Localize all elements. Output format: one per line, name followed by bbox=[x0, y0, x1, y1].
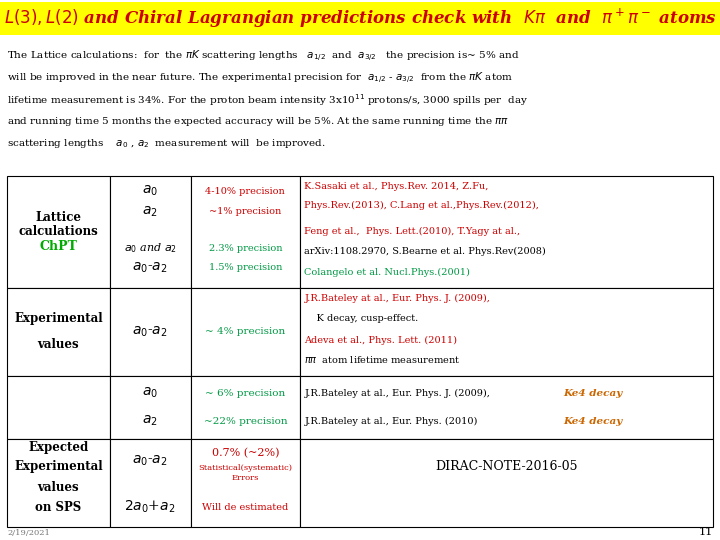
Text: $a_0$-$a_2$: $a_0$-$a_2$ bbox=[132, 454, 168, 468]
Text: values: values bbox=[37, 481, 79, 494]
Text: Expected: Expected bbox=[28, 441, 89, 454]
Text: $a_0$-$a_2$: $a_0$-$a_2$ bbox=[132, 260, 168, 275]
Text: on SPS: on SPS bbox=[35, 501, 81, 514]
Text: K.Sasaki et al., Phys.Rev. 2014, Z.Fu,: K.Sasaki et al., Phys.Rev. 2014, Z.Fu, bbox=[305, 182, 489, 191]
Bar bbox=[109, 176, 191, 288]
Text: DIRAC-NOTE-2016-05: DIRAC-NOTE-2016-05 bbox=[435, 460, 577, 474]
Bar bbox=[109, 288, 191, 376]
Text: Feng et al.,  Phys. Lett.(2010), T.Yagy at al.,: Feng et al., Phys. Lett.(2010), T.Yagy a… bbox=[305, 227, 521, 236]
Text: Lattice: Lattice bbox=[35, 211, 81, 224]
Bar bbox=[191, 376, 300, 438]
Bar bbox=[191, 176, 300, 288]
Text: 0.7% (~2%): 0.7% (~2%) bbox=[212, 448, 279, 458]
Text: K decay, cusp-effect.: K decay, cusp-effect. bbox=[305, 314, 418, 323]
Text: Will de estimated: Will de estimated bbox=[202, 503, 289, 512]
Text: ~22% precision: ~22% precision bbox=[204, 416, 287, 426]
Text: The Lattice calculations:  for  the $\pi K$ scattering lengths   $a_{1/2}$  and : The Lattice calculations: for the $\pi K… bbox=[7, 49, 520, 64]
Text: Experimental: Experimental bbox=[14, 312, 103, 325]
Text: calculations: calculations bbox=[19, 225, 98, 238]
Text: 4-10% precision: 4-10% precision bbox=[205, 187, 285, 195]
Text: lifetime measurement is 34%. For the proton beam intensity 3x10$^{11}$ protons/s: lifetime measurement is 34%. For the pro… bbox=[7, 92, 528, 108]
Text: 11: 11 bbox=[698, 527, 713, 537]
Bar bbox=[109, 376, 191, 438]
Bar bbox=[0, 2, 720, 35]
Bar bbox=[7, 376, 109, 438]
Bar bbox=[191, 438, 300, 526]
Text: $\pi\pi$  atom lifetime measurement: $\pi\pi$ atom lifetime measurement bbox=[305, 354, 461, 365]
Text: $a_2$: $a_2$ bbox=[143, 204, 158, 219]
Text: Ke4 decay: Ke4 decay bbox=[563, 389, 622, 398]
Text: J.R.Bateley at al., Eur. Phys. J. (2009),: J.R.Bateley at al., Eur. Phys. J. (2009)… bbox=[305, 294, 490, 303]
Bar bbox=[7, 176, 109, 288]
Text: ~ 4% precision: ~ 4% precision bbox=[205, 327, 285, 336]
Bar bbox=[191, 288, 300, 376]
Text: $\it{L(3),L(2)}$ and Chiral Lagrangian predictions check with  $K\pi$  and  $\pi: $\it{L(3),L(2)}$ and Chiral Lagrangian p… bbox=[4, 6, 716, 30]
Text: $a_0$-$a_2$: $a_0$-$a_2$ bbox=[132, 325, 168, 339]
Text: Ke4 decay: Ke4 decay bbox=[563, 416, 622, 426]
Bar bbox=[300, 376, 713, 438]
Text: $a_0$ and $a_2$: $a_0$ and $a_2$ bbox=[124, 241, 176, 255]
Text: 2.3% precision: 2.3% precision bbox=[209, 244, 282, 253]
Text: will be improved in the near future. The experimental precision for  $a_{1/2}$ -: will be improved in the near future. The… bbox=[7, 71, 513, 86]
Text: Errors: Errors bbox=[232, 474, 259, 482]
Bar bbox=[109, 438, 191, 526]
Text: J.R.Bateley at al., Eur. Phys. J. (2009),: J.R.Bateley at al., Eur. Phys. J. (2009)… bbox=[305, 389, 500, 398]
Text: Colangelo et al. Nucl.Phys.(2001): Colangelo et al. Nucl.Phys.(2001) bbox=[305, 267, 470, 276]
Bar bbox=[300, 438, 713, 526]
Text: arXiv:1108.2970, S.Bearne et al. Phys.Rev(2008): arXiv:1108.2970, S.Bearne et al. Phys.Re… bbox=[305, 247, 546, 256]
Text: values: values bbox=[37, 339, 79, 352]
Text: ~1% precision: ~1% precision bbox=[210, 207, 282, 216]
Bar bbox=[7, 288, 109, 376]
Text: $a_0$: $a_0$ bbox=[142, 386, 158, 401]
Text: J.R.Bateley at al., Eur. Phys. (2010): J.R.Bateley at al., Eur. Phys. (2010) bbox=[305, 416, 493, 426]
Bar bbox=[7, 438, 109, 526]
Text: Statistical(systematic): Statistical(systematic) bbox=[198, 464, 292, 472]
Text: $2a_0$+$a_2$: $2a_0$+$a_2$ bbox=[125, 499, 176, 515]
Text: scattering lengths    $a_0$ , $a_2$  measurement will  be improved.: scattering lengths $a_0$ , $a_2$ measure… bbox=[7, 137, 326, 150]
Text: ~ 6% precision: ~ 6% precision bbox=[205, 389, 285, 398]
Text: 1.5% precision: 1.5% precision bbox=[209, 263, 282, 272]
Text: 2/19/2021: 2/19/2021 bbox=[7, 529, 50, 537]
Text: $a_2$: $a_2$ bbox=[143, 414, 158, 428]
Bar bbox=[300, 288, 713, 376]
Text: Experimental: Experimental bbox=[14, 460, 103, 474]
Text: ChPT: ChPT bbox=[40, 240, 77, 253]
Text: Adeva et al., Phys. Lett. (2011): Adeva et al., Phys. Lett. (2011) bbox=[305, 336, 457, 345]
Text: Phys.Rev.(2013), C.Lang et al.,Phys.Rev.(2012),: Phys.Rev.(2013), C.Lang et al.,Phys.Rev.… bbox=[305, 201, 539, 211]
Text: and running time 5 months the expected accuracy will be 5%. At the same running : and running time 5 months the expected a… bbox=[7, 115, 510, 128]
Text: $a_0$: $a_0$ bbox=[142, 184, 158, 198]
Bar bbox=[300, 176, 713, 288]
